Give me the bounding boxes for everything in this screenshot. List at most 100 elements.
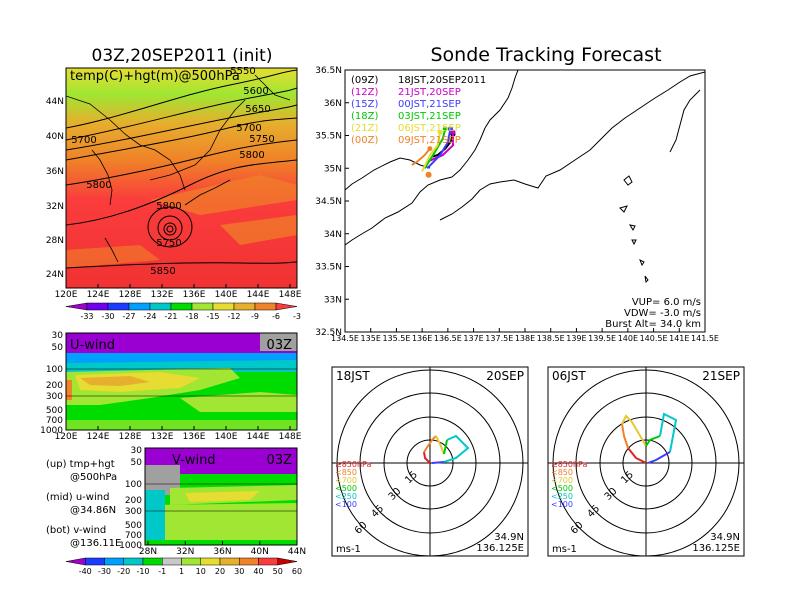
y-tick-label: 36N <box>324 99 342 109</box>
tracking-map-frame <box>344 69 706 333</box>
y-tick-label: 28N <box>46 236 64 246</box>
x-tick-label: 138.5E <box>537 334 565 343</box>
colorbar-tick: -27 <box>122 312 135 321</box>
note-top-a: (up) tmp+hgt <box>46 459 115 470</box>
y-tick-label: 34N <box>324 230 342 240</box>
colorbar-swatch <box>86 302 109 311</box>
x-tick-label: 141.5E <box>691 334 719 343</box>
colorbar-tick: -12 <box>227 312 240 321</box>
legend-run: (00Z) <box>351 135 378 146</box>
colorbar-tick: 50 <box>273 567 283 576</box>
trajectory-line <box>432 133 454 158</box>
y-tick-label: 100 <box>46 365 63 375</box>
x-tick-label: 148E <box>279 432 302 442</box>
colorbar-swatch <box>123 557 144 566</box>
y-tick-label: 40N <box>46 132 64 142</box>
colorbar-tick: -40 <box>79 567 92 576</box>
level-legend: <500 <box>335 484 357 493</box>
trajectory-line <box>411 147 431 166</box>
colorbar-tick: 60 <box>292 567 302 576</box>
note-top-b: @500hPa <box>70 472 117 483</box>
legend-run: (15Z) <box>351 99 378 110</box>
y-tick-label: 500 <box>125 521 142 531</box>
colorbar-swatch <box>200 557 221 566</box>
colorbar-tick: -24 <box>143 312 156 321</box>
colorbar-tick: -21 <box>164 312 177 321</box>
hodograph-time: 18JST <box>336 369 370 383</box>
y-tick-label: 1000 <box>40 426 63 436</box>
x-tick-label: 144E <box>247 432 270 442</box>
units-label: ms-1 <box>336 544 361 555</box>
colorbar-tick: -10 <box>136 567 149 576</box>
legend-time: 18JST,20SEP2011 <box>398 75 486 86</box>
temperature-map-label: temp(C)+hgt(m)@500hPa <box>70 69 240 84</box>
colorbar-swatch <box>162 557 182 566</box>
param-burst: Burst Alt= 34.0 km <box>605 319 701 330</box>
note-bot-a: (bot) v-wind <box>46 525 106 536</box>
contour-label: 5800 <box>239 150 264 161</box>
level-legend: <850 <box>551 468 573 477</box>
u-wind-panel: U-wind 03Z 120E 124E 128E 132E 136E 140E 144E 1… <box>40 331 302 442</box>
colorbar-swatch <box>275 302 298 311</box>
contour-label: 5650 <box>245 104 270 115</box>
init-title: 03Z,20SEP2011 (init) <box>92 46 273 66</box>
colorbar-swatch <box>170 302 193 311</box>
y-tick-label: 32.5N <box>315 328 342 338</box>
y-tick-label: 50 <box>131 458 143 468</box>
u-wind-time: 03Z <box>267 338 293 353</box>
x-tick-label: 136E <box>183 432 206 442</box>
x-tick-label: 124E <box>87 432 110 442</box>
hodograph-trace <box>423 435 437 453</box>
colorbar-tick: 20 <box>215 567 225 576</box>
level-legend: <250 <box>335 492 357 501</box>
contour-label: 5800 <box>156 201 181 212</box>
colorbar-tick: -30 <box>101 312 114 321</box>
colorbar-swatch <box>212 302 235 311</box>
x-tick-label: 144E <box>247 290 270 300</box>
y-tick-label: 700 <box>46 416 63 426</box>
hodograph-trace <box>627 447 647 464</box>
y-tick-label: 33.5N <box>315 263 342 273</box>
y-tick-label: 35N <box>324 164 342 174</box>
colorbar-swatch <box>149 302 172 311</box>
legend-run: (21Z) <box>351 123 378 134</box>
trajectory-line <box>423 128 447 169</box>
site-lat: 34.9N <box>710 532 740 543</box>
x-tick-label: 148E <box>279 290 302 300</box>
coastline <box>345 70 705 284</box>
x-tick-label: 32N <box>176 547 194 557</box>
y-tick-label: 100 <box>125 480 142 490</box>
level-legend: <100 <box>551 500 573 509</box>
landing-point <box>437 129 443 135</box>
y-tick-label: 36.5N <box>315 66 342 76</box>
hodograph-date: 20SEP <box>486 369 524 383</box>
x-tick-label: 135.5E <box>382 334 410 343</box>
y-tick-label: 700 <box>125 531 142 541</box>
x-tick-label: 140E <box>215 432 238 442</box>
colorbar-swatch <box>128 302 151 311</box>
colorbar-swatch <box>181 557 201 566</box>
hodograph-date: 21SEP <box>702 369 740 383</box>
x-tick-label: 36N <box>213 547 231 557</box>
y-tick-label: 34.5N <box>315 197 342 207</box>
x-tick-label: 141E <box>669 334 689 343</box>
x-tick-label: 124E <box>87 290 110 300</box>
level-legend: <850 <box>335 468 357 477</box>
legend-time: 06JST,21SEP <box>398 123 461 134</box>
hodograph-trace <box>431 461 445 464</box>
x-tick-label: 137.5E <box>485 334 513 343</box>
colorbar-tick: 10 <box>196 567 206 576</box>
hodograph-trace <box>435 435 445 455</box>
hodograph-trace <box>621 423 629 449</box>
wind-colorbar: -40 -30 -20 -10 -1 1 10 20 30 40 50 60 <box>65 557 302 576</box>
x-tick-label: 140E <box>215 290 238 300</box>
contour-label: 5700 <box>71 135 96 146</box>
legend-time: 09JST,21SEP <box>398 135 461 146</box>
colorbar-tick: -18 <box>185 312 198 321</box>
colorbar-tick: -3 <box>293 312 301 321</box>
x-tick-label: 128E <box>119 290 142 300</box>
y-tick-label: 500 <box>46 406 63 416</box>
colorbar-tick: 40 <box>253 567 263 576</box>
